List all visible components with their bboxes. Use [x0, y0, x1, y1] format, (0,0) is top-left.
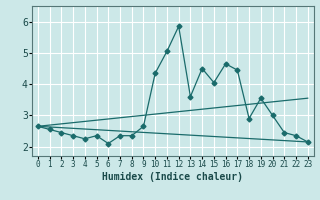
- X-axis label: Humidex (Indice chaleur): Humidex (Indice chaleur): [102, 172, 243, 182]
